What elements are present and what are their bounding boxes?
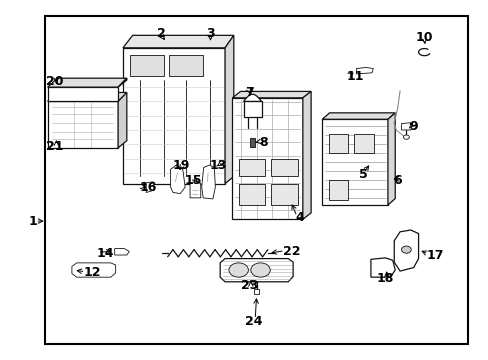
Bar (328, 134, 347, 153)
Text: 1: 1 (28, 215, 37, 228)
Polygon shape (322, 113, 394, 119)
Polygon shape (302, 91, 310, 219)
Text: 2: 2 (157, 27, 166, 40)
Bar (238, 184, 265, 205)
Circle shape (250, 263, 270, 277)
Text: 5: 5 (359, 168, 367, 181)
Bar (271, 184, 297, 205)
Text: 8: 8 (259, 136, 267, 149)
Text: 6: 6 (392, 174, 401, 186)
Polygon shape (122, 35, 233, 48)
Polygon shape (401, 123, 411, 130)
Polygon shape (393, 230, 418, 271)
Bar (45, 16, 467, 344)
Text: 11: 11 (346, 70, 364, 83)
Text: 9: 9 (409, 120, 418, 133)
Polygon shape (232, 91, 310, 98)
Polygon shape (370, 258, 394, 277)
Circle shape (228, 263, 248, 277)
Circle shape (401, 246, 410, 253)
Text: 19: 19 (172, 159, 190, 172)
Bar (130, 55, 164, 76)
Polygon shape (115, 249, 129, 255)
Text: 18: 18 (376, 272, 393, 285)
Bar (238, 158, 265, 176)
Polygon shape (118, 93, 126, 148)
Polygon shape (72, 263, 116, 277)
Text: 16: 16 (140, 181, 157, 194)
Polygon shape (47, 102, 118, 148)
Polygon shape (47, 78, 126, 87)
Polygon shape (201, 165, 215, 199)
Text: 24: 24 (245, 315, 263, 328)
Text: 17: 17 (426, 248, 444, 261)
Text: 10: 10 (415, 31, 432, 44)
Polygon shape (47, 93, 126, 102)
Bar (354, 134, 373, 153)
Polygon shape (122, 48, 224, 184)
Polygon shape (243, 94, 261, 102)
Polygon shape (243, 102, 261, 117)
Polygon shape (170, 165, 185, 194)
Polygon shape (190, 181, 201, 198)
Bar (328, 180, 347, 200)
Polygon shape (146, 182, 154, 193)
Text: 15: 15 (184, 174, 202, 186)
Polygon shape (118, 78, 126, 87)
Text: 7: 7 (244, 86, 253, 99)
Polygon shape (322, 119, 387, 205)
Polygon shape (254, 289, 259, 294)
Text: 3: 3 (206, 27, 214, 40)
Polygon shape (47, 87, 118, 102)
Text: 20: 20 (46, 75, 63, 88)
Text: 23: 23 (240, 279, 258, 292)
Text: 4: 4 (295, 211, 304, 224)
Polygon shape (224, 35, 233, 184)
Text: 12: 12 (84, 266, 102, 279)
Bar (169, 55, 203, 76)
Polygon shape (220, 258, 292, 282)
Circle shape (403, 135, 408, 139)
Polygon shape (232, 98, 302, 219)
Text: 22: 22 (283, 245, 300, 258)
Text: 13: 13 (209, 159, 226, 172)
Text: 21: 21 (46, 140, 63, 153)
Polygon shape (387, 113, 394, 205)
Bar (271, 158, 297, 176)
Polygon shape (356, 67, 372, 74)
Bar (250, 138, 255, 147)
Text: 14: 14 (96, 247, 114, 260)
